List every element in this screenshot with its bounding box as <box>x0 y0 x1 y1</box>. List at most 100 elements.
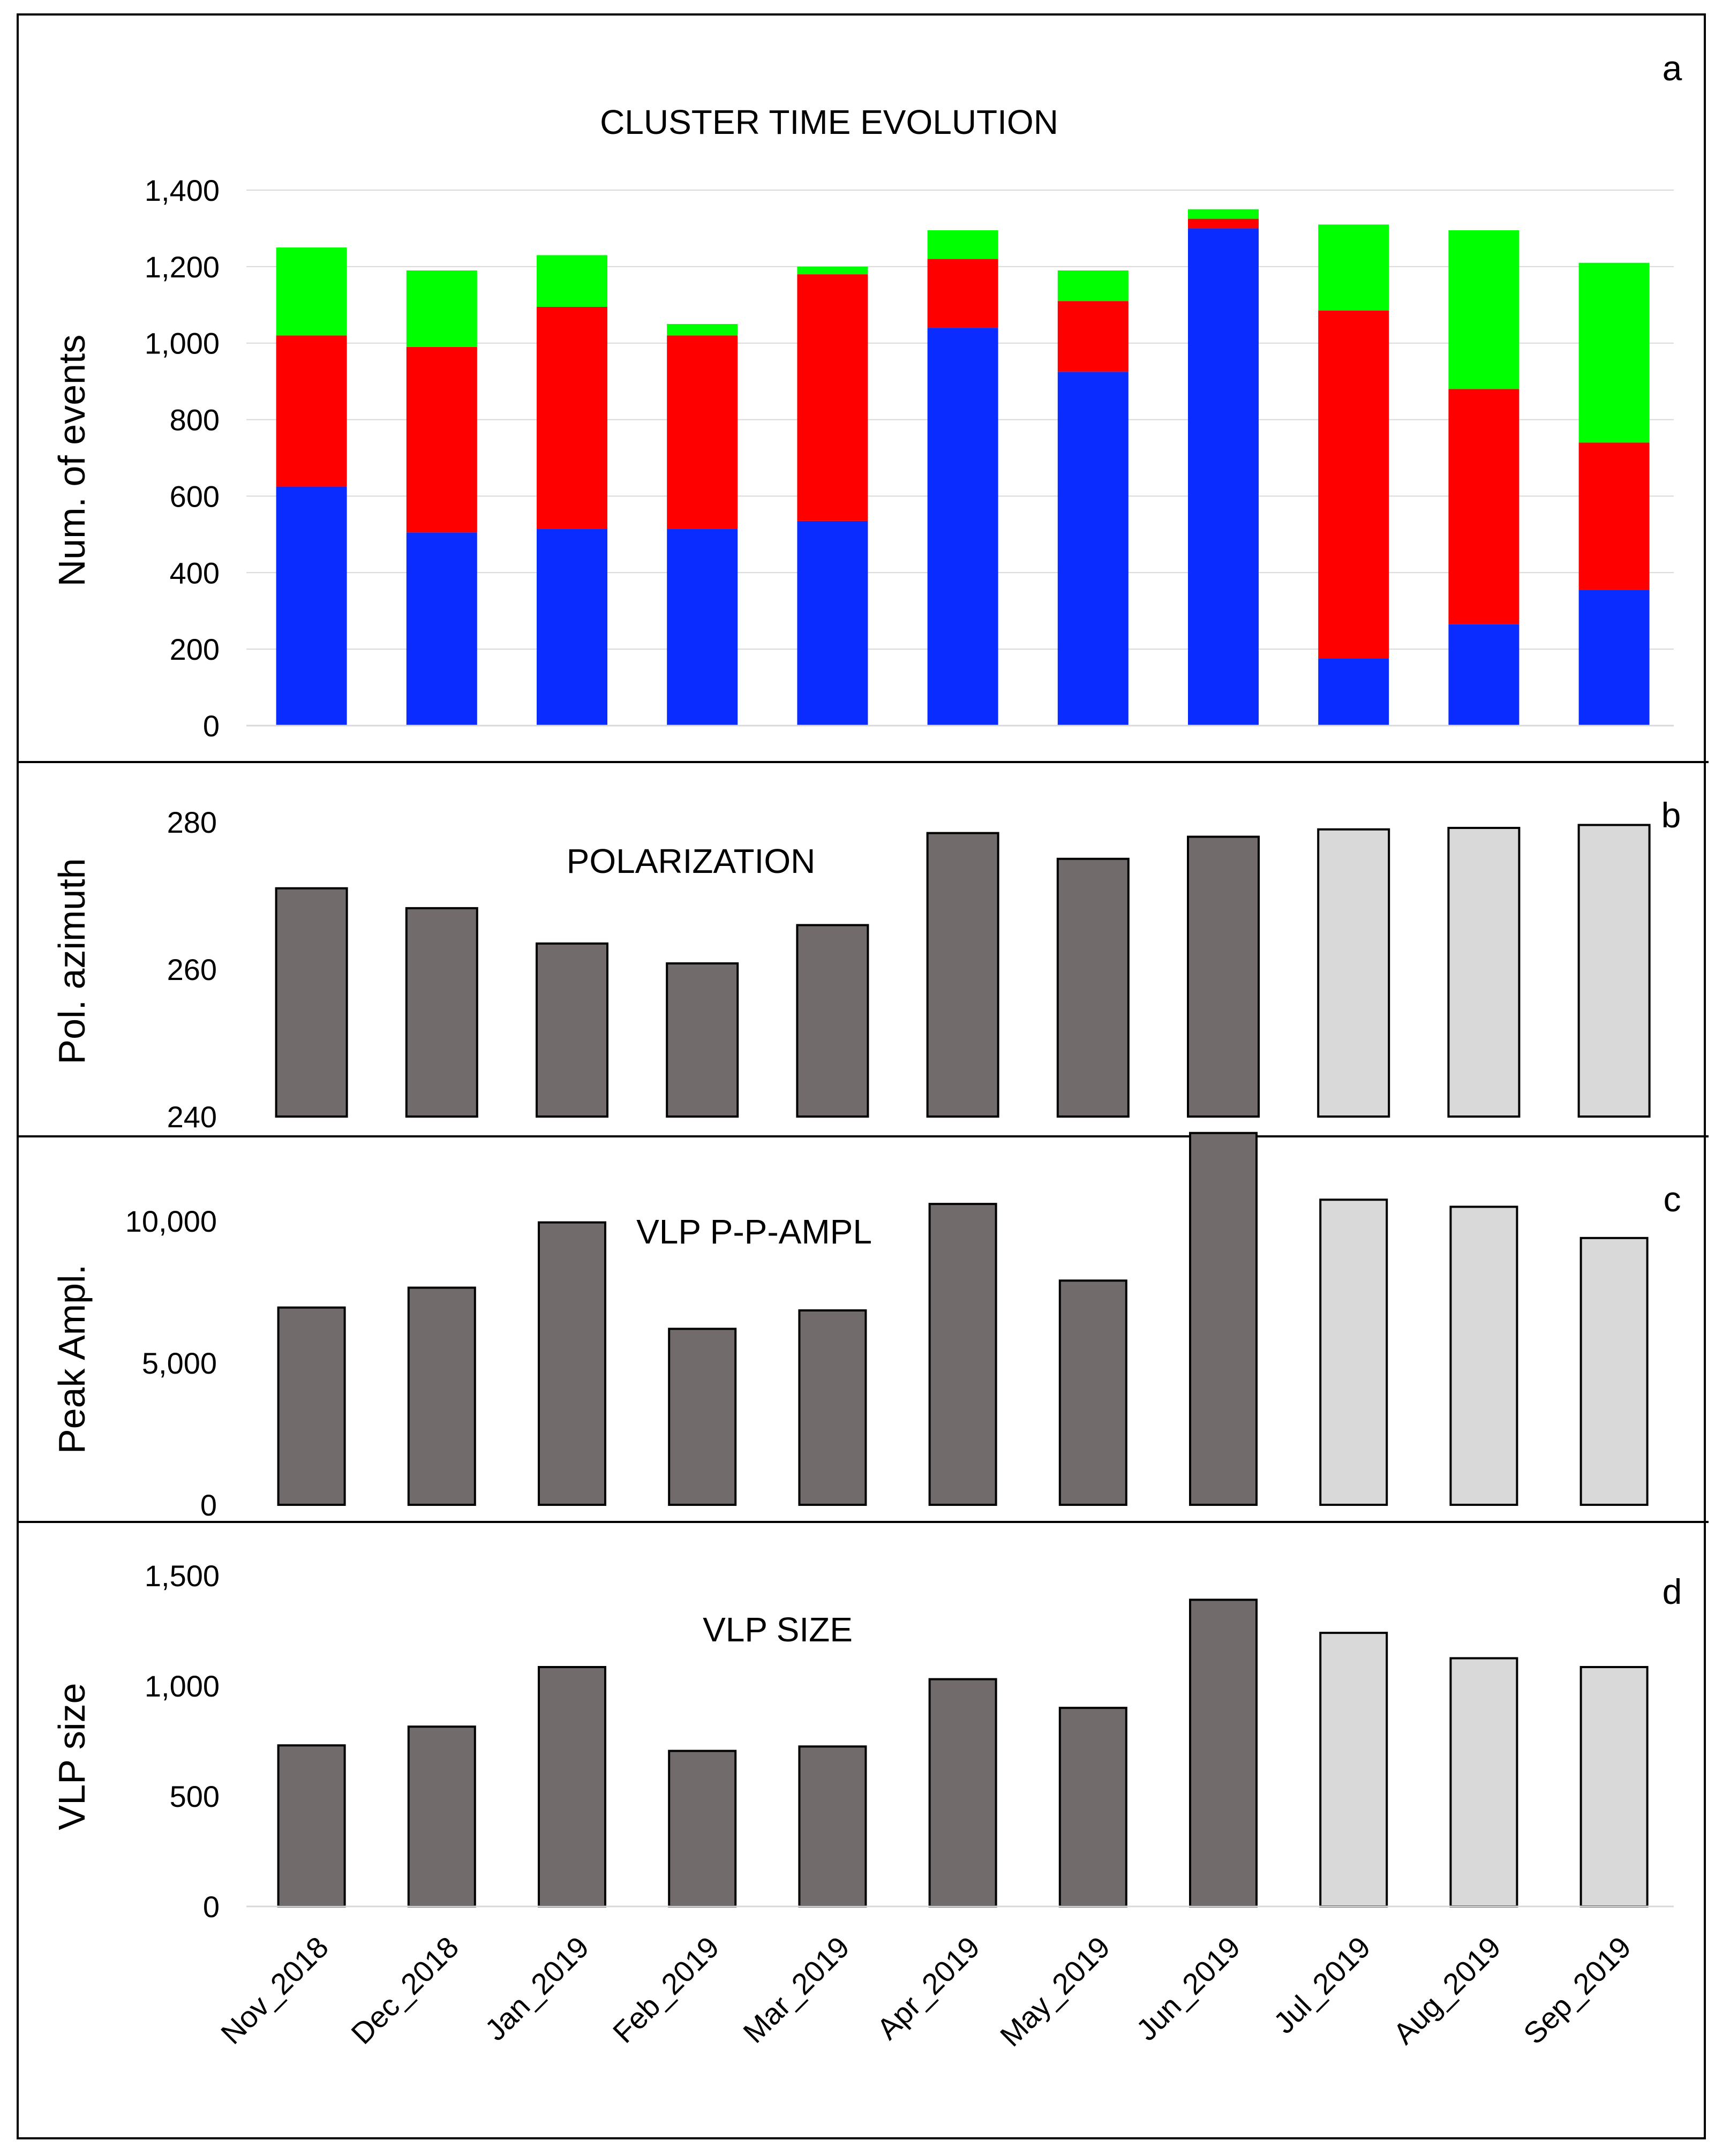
bar <box>926 832 999 1118</box>
y-tick-label: 1,200 <box>145 250 220 284</box>
stacked-bar-segment <box>927 328 998 726</box>
figure-frame <box>17 13 1706 2139</box>
y-tick-label: 0 <box>200 1488 217 1522</box>
panel-c-title: VLP P-P-AMPL <box>636 1212 872 1251</box>
stacked-bar-segment <box>406 346 477 533</box>
stacked-bar-segment <box>667 324 738 336</box>
bar <box>1579 1237 1649 1506</box>
stacked-bar-segment <box>537 306 607 529</box>
stacked-bar-segment <box>667 335 738 529</box>
stacked-bar-segment <box>1318 224 1389 311</box>
bar <box>538 1221 606 1506</box>
bar <box>1319 1632 1388 1908</box>
stacked-bar-segment <box>1188 209 1259 219</box>
y-tick-label: 240 <box>167 1100 217 1134</box>
stacked-bar-segment <box>1578 262 1650 443</box>
stacked-bar-segment <box>1318 311 1389 659</box>
bar <box>1579 1665 1649 1908</box>
stacked-bar-segment <box>667 529 738 726</box>
bar <box>277 1306 346 1506</box>
bar <box>1447 827 1521 1118</box>
bar <box>536 942 608 1118</box>
bar <box>928 1203 997 1506</box>
y-tick-label: 280 <box>167 805 217 839</box>
bar <box>277 1744 346 1908</box>
stacked-bar-segment <box>1448 389 1520 624</box>
x-tick-label: Aug_2019 <box>1387 1930 1507 2051</box>
bar <box>407 1725 476 1908</box>
stacked-bar-segment <box>1448 624 1520 726</box>
stacked-bar-segment <box>797 274 868 521</box>
stacked-bar-segment <box>797 521 868 726</box>
bar <box>668 1750 737 1908</box>
stacked-bar-segment <box>797 266 868 275</box>
bar <box>275 887 348 1118</box>
bar <box>798 1309 867 1506</box>
bar <box>668 1328 737 1506</box>
y-tick-label: 5,000 <box>142 1346 217 1380</box>
stacked-bar-segment <box>1188 228 1259 726</box>
panel-a-title: CLUSTER TIME EVOLUTION <box>600 103 1058 141</box>
panel-c-letter: c <box>1664 1179 1681 1219</box>
panel-d-letter: d <box>1663 1572 1682 1611</box>
y-tick-label: 0 <box>203 709 220 743</box>
y-tick-label: 200 <box>170 632 220 666</box>
stacked-bar-segment <box>1318 659 1389 726</box>
bar <box>666 962 739 1118</box>
panel-b-title: POLARIZATION <box>567 842 816 880</box>
stacked-bar-segment <box>1578 442 1650 590</box>
panel-d-title: VLP SIZE <box>703 1610 853 1649</box>
stacked-bar-segment <box>276 247 347 336</box>
stacked-bar-segment <box>1057 301 1129 372</box>
x-tick-label: Feb_2019 <box>606 1930 726 2049</box>
stacked-bar-segment <box>1057 372 1129 726</box>
panel-a-ylabel: Num. of events <box>51 335 93 587</box>
bar <box>928 1678 997 1908</box>
x-tick-label: Sep_2019 <box>1517 1930 1637 2051</box>
bar <box>1577 824 1651 1118</box>
stacked-bar-segment <box>406 532 477 726</box>
panel-b-ylabel: Pol. azimuth <box>51 858 93 1064</box>
stacked-bar-segment <box>1057 270 1129 301</box>
bar <box>1449 1205 1518 1506</box>
stacked-bar-segment <box>537 529 607 726</box>
y-tick-label: 1,000 <box>145 1669 220 1703</box>
bar <box>1058 1707 1127 1908</box>
stacked-bar-segment <box>406 270 477 347</box>
panel-a-letter: a <box>1663 48 1682 88</box>
bar <box>405 907 478 1118</box>
x-tick-label: Jan_2019 <box>478 1930 596 2047</box>
x-tick-label: Jul_2019 <box>1267 1930 1376 2040</box>
bar <box>798 1745 867 1908</box>
stacked-bar-segment <box>537 255 607 307</box>
bar <box>1056 857 1130 1118</box>
x-tick-label: Dec_2018 <box>344 1930 465 2051</box>
x-tick-label: Jun_2019 <box>1130 1930 1247 2047</box>
stacked-bar-segment <box>1578 590 1650 726</box>
bar <box>538 1665 606 1908</box>
x-tick-label: Nov_2018 <box>214 1930 335 2051</box>
stacked-bar-segment <box>276 486 347 726</box>
bar <box>1449 1657 1518 1908</box>
stacked-bar-segment <box>276 335 347 487</box>
panel-d-ylabel: VLP size <box>51 1683 93 1830</box>
stacked-bar-segment <box>927 230 998 259</box>
y-tick-label: 500 <box>170 1780 220 1813</box>
bar <box>1058 1279 1127 1506</box>
panel-c: 0 5,000 10,000 <box>125 1132 1649 1522</box>
y-tick-label: 0 <box>203 1890 220 1924</box>
y-tick-label: 600 <box>170 479 220 513</box>
x-tick-label: Apr_2019 <box>870 1930 986 2046</box>
y-tick-label: 1,500 <box>145 1559 220 1593</box>
x-tick-label: May_2019 <box>994 1930 1116 2053</box>
panel-a: 0 200 400 600 800 1,000 1,200 1,400 <box>145 174 1674 743</box>
y-tick-label: 1,400 <box>145 174 220 207</box>
panel-b-letter: b <box>1661 795 1681 835</box>
stacked-bar-segment <box>1448 230 1520 389</box>
bar <box>407 1286 476 1506</box>
panel-b: 240 260 280 <box>167 805 1651 1134</box>
panel-d: 0 500 1,000 1,500 <box>145 1559 1674 1924</box>
y-tick-label: 800 <box>170 403 220 437</box>
bar <box>1317 828 1390 1118</box>
